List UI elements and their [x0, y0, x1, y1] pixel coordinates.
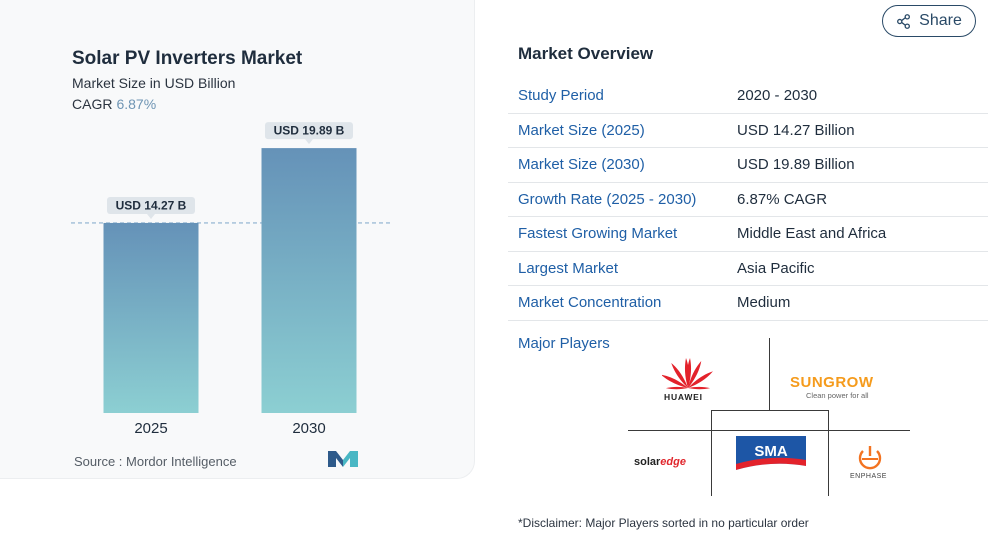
sungrow-name: SUNGROW — [790, 374, 874, 391]
huawei-logo-icon — [662, 358, 713, 390]
sungrow-tagline: Clean power for all — [806, 391, 869, 400]
grid-divider — [711, 410, 828, 411]
row-label: Growth Rate (2025 - 2030) — [518, 190, 697, 208]
overview-table: Study Period 2020 - 2030 Market Size (20… — [508, 79, 988, 321]
grid-divider — [628, 430, 910, 431]
bar-2025 — [103, 222, 199, 413]
row-value: Asia Pacific — [737, 259, 815, 277]
data-label-bg — [265, 122, 353, 140]
row-label: Fastest Growing Market — [518, 225, 678, 243]
overview-row-concentration: Market Concentration Medium — [508, 286, 988, 321]
overview-row-study-period: Study Period 2020 - 2030 — [508, 79, 988, 114]
grid-divider — [769, 338, 770, 410]
share-label: Share — [919, 12, 962, 29]
solaredge-edge: edge — [660, 456, 686, 468]
data-label: USD 14.27 B — [116, 198, 187, 212]
row-value: USD 19.89 Billion — [737, 156, 855, 174]
grid-divider — [711, 410, 712, 496]
overview-row-growth-rate: Growth Rate (2025 - 2030) 6.87% CAGR — [508, 183, 988, 217]
cagr-value: 6.87% — [116, 96, 157, 112]
row-label: Largest Market — [518, 259, 619, 277]
enphase-name: ENPHASE — [850, 473, 887, 480]
overview-row-largest-market: Largest Market Asia Pacific — [508, 252, 988, 286]
data-label-pointer — [147, 213, 155, 219]
x-tick-label: 2030 — [292, 420, 325, 437]
chart-subtitle: Market Size in USD Billion — [72, 75, 236, 91]
x-tick-label: 2025 — [134, 420, 167, 437]
cagr-row: CAGR 6.87% — [72, 96, 156, 112]
chart-source: Source : Mordor Intelligence — [74, 454, 237, 469]
row-label: Market Size (2025) — [518, 121, 645, 139]
overview-row-fastest-growing: Fastest Growing Market Middle East and A… — [508, 217, 988, 252]
enphase-logo-icon — [858, 446, 882, 470]
row-label: Market Size (2030) — [518, 156, 645, 174]
share-icon — [897, 13, 911, 29]
data-label: USD 19.89 B — [274, 124, 345, 138]
row-value: Middle East and Africa — [737, 225, 887, 243]
data-label-bg — [107, 196, 195, 214]
major-players-label: Major Players — [518, 335, 610, 352]
overview-row-market-size-2025: Market Size (2025) USD 14.27 Billion — [508, 114, 988, 148]
sma-logo-icon: SMA — [736, 436, 806, 476]
row-value: Medium — [737, 294, 791, 312]
disclaimer: *Disclaimer: Major Players sorted in no … — [518, 516, 809, 530]
bar-2030 — [261, 148, 357, 413]
huawei-name: HUAWEI — [664, 392, 703, 402]
market-chart-card: Solar PV Inverters Market Market Size in… — [0, 0, 475, 479]
row-label: Market Concentration — [518, 294, 662, 312]
major-players-grid: HUAWEI SUNGROW Clean power for all SMA s… — [628, 338, 910, 496]
row-value: 6.87% CAGR — [737, 190, 828, 208]
row-label: Study Period — [518, 87, 604, 105]
chart-title: Solar PV Inverters Market — [72, 48, 303, 69]
row-value: USD 14.27 Billion — [737, 121, 855, 139]
cagr-label: CAGR — [72, 96, 113, 112]
data-label-pointer — [305, 139, 313, 145]
bar-chart: USD 14.27 B 2025 USD 19.89 B 2030 — [71, 122, 391, 437]
overview-row-market-size-2030: Market Size (2030) USD 19.89 Billion — [508, 148, 988, 183]
row-value: 2020 - 2030 — [737, 87, 818, 105]
overview-title: Market Overview — [518, 44, 654, 63]
solaredge-name: solaredge — [634, 456, 686, 468]
share-button[interactable]: Share — [882, 5, 976, 37]
grid-divider — [828, 410, 829, 496]
solaredge-solar: solar — [634, 456, 661, 468]
sma-name: SMA — [754, 443, 788, 460]
mordor-logo-icon — [328, 451, 358, 467]
